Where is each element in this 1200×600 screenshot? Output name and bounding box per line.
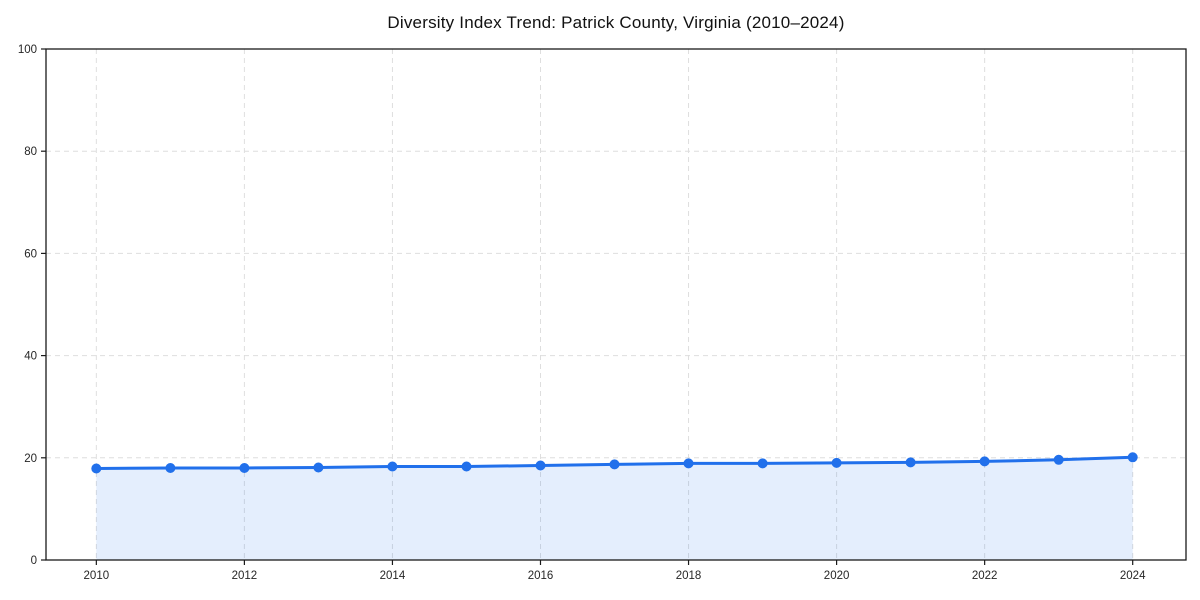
data-point	[239, 463, 250, 473]
x-tick-label: 2016	[528, 570, 554, 582]
x-tick-label: 2010	[84, 570, 110, 582]
plot-border	[45, 48, 1187, 561]
x-tick-label: 2022	[972, 570, 998, 582]
y-tick-label: 60	[24, 248, 37, 260]
x-tick-label: 2024	[1120, 570, 1146, 582]
y-tick-label: 20	[24, 453, 37, 465]
data-point	[905, 457, 916, 468]
data-point	[609, 459, 620, 470]
x-tick-label: 2014	[380, 570, 406, 582]
y-tick-label: 80	[24, 146, 37, 158]
data-point	[683, 458, 694, 469]
x-tick-label: 2018	[676, 570, 702, 582]
data-point	[461, 461, 472, 472]
data-point	[91, 463, 102, 474]
area-fill	[96, 457, 1133, 560]
data-point	[535, 460, 546, 471]
data-point	[979, 456, 990, 467]
data-point	[387, 461, 398, 472]
data-point	[1053, 454, 1064, 465]
data-point	[165, 463, 176, 473]
x-tick-label: 2012	[232, 570, 258, 582]
y-tick-label: 40	[24, 351, 37, 363]
data-point	[831, 457, 842, 468]
data-point	[1127, 452, 1138, 463]
x-tick-label: 2020	[824, 570, 850, 582]
chart-title: Diversity Index Trend: Patrick County, V…	[387, 13, 845, 32]
data-point	[313, 462, 324, 473]
y-tick-label: 100	[18, 44, 37, 56]
data-point	[757, 458, 768, 469]
y-tick-label: 0	[31, 555, 37, 567]
